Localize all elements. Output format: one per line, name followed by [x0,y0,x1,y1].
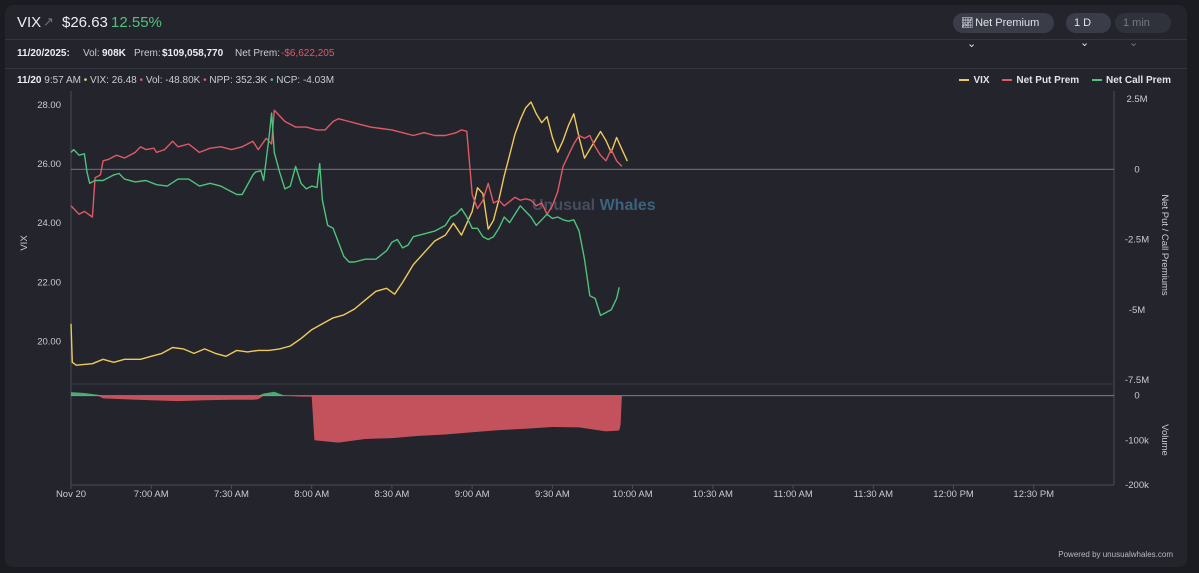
chart-panel: VIX ↗ $26.63 12.55% 📈︎ Net Premium ⌄ 1 D… [5,5,1187,567]
readout-vix: VIX: 26.48 [90,75,137,86]
header-bar: VIX ↗ $26.63 12.55% 📈︎ Net Premium ⌄ 1 D… [5,5,1187,50]
vol-dot-icon: • [139,75,144,86]
readout-date: 11/20 [17,75,42,86]
chevron-down-icon: ⌄ [1080,37,1090,49]
right-tick-label: 0 [1134,164,1139,175]
interval-dropdown[interactable]: 1 min ⌄ [1115,13,1171,49]
volume-axis-title: Volume [1159,424,1170,456]
summary-prem-value: $109,058,770 [162,48,224,59]
watermark-text: Unusual Whales [532,197,656,214]
x-tick-label: 9:30 AM [535,489,570,500]
x-tick-label: 10:00 AM [613,489,653,500]
right-tick-label: -2.5M [1125,235,1149,246]
chart-icon: 📈︎ [961,18,974,29]
readout-npp: NPP: 352.3K [209,75,268,86]
series-line-net-put-prem [70,109,623,218]
legend-swatch-call [1091,79,1102,82]
price: $26.63 [62,14,108,31]
right-tick-label: 2.5M [1126,94,1147,105]
right-axis-title: Net Put / Call Premiums [1159,194,1170,296]
readout-time: 9:57 AM [44,75,81,86]
x-tick-label: 12:00 PM [933,489,974,500]
summary-net-prem-value: -$6,622,205 [281,48,335,59]
legend-vix[interactable]: VIX [973,75,990,86]
x-tick-label: 8:30 AM [374,489,409,500]
metric-dropdown-label: Net Premium [975,17,1040,29]
legend-swatch-put [1002,79,1013,82]
right-tick-label: -7.5M [1125,375,1149,386]
change-percent: 12.55% [111,14,162,31]
ncp-dot-icon: • [269,75,274,86]
chart-legend: VIX Net Put Prem Net Call Prem [949,75,1171,86]
volume-area-positive [71,391,622,396]
readout-vol: Vol: -48.80K [145,75,201,86]
left-axis-title: VIX [19,235,30,251]
left-tick-label: 28.00 [37,100,61,111]
x-tick-label: 8:00 AM [294,489,329,500]
summary-prem-label: Prem: [134,48,161,59]
vix-dot-icon: • [83,75,88,86]
x-tick-label: 11:00 AM [773,489,813,500]
chevron-down-icon: ⌄ [1129,37,1139,49]
summary-vol-value: 908K [102,48,126,59]
x-tick-label: 7:00 AM [134,489,169,500]
interval-dropdown-label: 1 min [1123,17,1150,29]
range-dropdown-label: 1 D [1074,17,1092,29]
ticker-symbol[interactable]: VIX [17,14,42,31]
footer-credit[interactable]: Powered by unusualwhales.com [1058,550,1173,559]
left-tick-label: 22.00 [37,277,61,288]
x-tick-label: 9:00 AM [455,489,490,500]
summary-bar: 11/20/2025: Vol: 908K Prem: $109,058,770… [5,40,1187,69]
left-tick-label: 20.00 [37,337,61,348]
npp-dot-icon: • [203,75,207,86]
crosshair-readout: 11/20 9:57 AM • VIX: 26.48 • Vol: -48.80… [17,75,334,86]
volume-tick-label: 0 [1134,391,1139,402]
chart-svg[interactable]: 28.00 26.00 24.00 22.00 20.00 VIX 2.5M 0 -2.5M -5… [5,67,1187,567]
external-link-icon[interactable]: ↗ [43,14,54,29]
summary-date: 11/20/2025: [17,48,70,59]
legend-call[interactable]: Net Call Prem [1105,75,1171,86]
right-tick-label: -5M [1129,305,1145,316]
series-line-vix [70,101,628,366]
x-tick-label: 7:30 AM [214,489,249,500]
summary-vol-label: Vol: [83,48,100,59]
range-dropdown[interactable]: 1 D ⌄ [1066,13,1111,49]
x-tick-label: 10:30 AM [693,489,733,500]
legend-swatch-vix [959,79,970,82]
left-tick-label: 24.00 [37,218,61,229]
x-tick-label: 11:30 AM [854,489,894,500]
x-tick-label: Nov 20 [56,489,86,500]
legend-put[interactable]: Net Put Prem [1016,75,1080,86]
volume-area-negative [71,395,622,443]
volume-tick-label: -100k [1125,435,1149,446]
series-line-net-call-prem [70,112,620,317]
summary-net-prem-label: Net Prem: [235,48,281,59]
chevron-down-icon: ⌄ [967,38,977,50]
metric-dropdown[interactable]: 📈︎ Net Premium ⌄ [953,13,1054,50]
volume-tick-label: -200k [1125,480,1149,491]
x-tick-label: 12:30 PM [1013,489,1054,500]
left-tick-label: 26.00 [37,159,61,170]
readout-ncp: NCP: -4.03M [276,75,335,86]
